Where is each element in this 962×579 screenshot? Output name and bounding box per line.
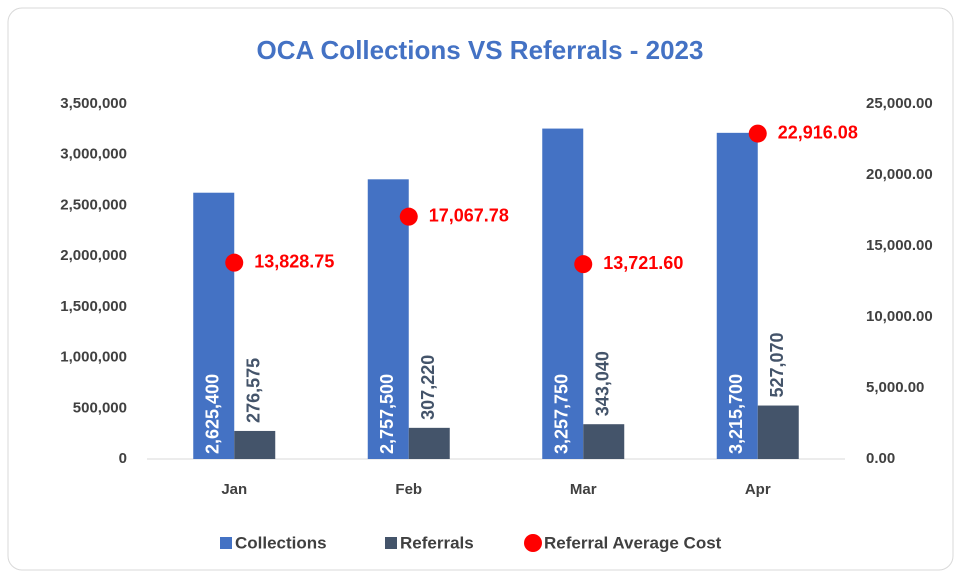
y-tick-label: 3,000,000 [60,146,127,163]
data-label: 17,067.78 [429,205,509,225]
bar [193,192,235,460]
legend-label: Referrals [400,533,474,552]
data-label: 22,916.08 [778,122,858,142]
y-tick-label: 1,500,000 [60,298,127,315]
y2-tick-label: 0.00 [866,450,895,467]
x-tick-label: Jan [221,481,247,498]
legend-marker [385,537,397,549]
data-label: 3,215,700 [726,374,746,454]
point [574,255,593,274]
point [225,253,244,272]
y2-tick-label: 5,000.00 [866,379,924,396]
bar [716,132,758,460]
data-label: 2,757,500 [377,374,397,454]
y-tick-label: 3,500,000 [60,95,127,112]
bar [234,430,276,459]
bar [408,427,450,459]
data-label: 343,040 [593,351,613,416]
data-label: 3,257,750 [552,374,572,454]
data-label: 527,070 [767,332,787,397]
data-label: 13,721.60 [603,253,683,273]
data-label: 2,625,400 [203,374,223,454]
y-tick-label: 1,000,000 [60,349,127,366]
bar [542,128,584,459]
bar [367,179,409,459]
y2-tick-label: 10,000.00 [866,308,933,325]
x-tick-label: Mar [570,481,597,498]
data-label: 13,828.75 [254,251,334,271]
y2-tick-label: 15,000.00 [866,237,933,254]
chart-frame [7,7,954,571]
point [748,124,767,143]
data-label: 276,575 [244,358,264,423]
legend-label: Collections [235,533,327,552]
y-tick-label: 0 [119,450,127,467]
legend-marker [220,537,232,549]
bar [757,405,799,459]
bar [583,424,625,459]
data-label: 307,220 [418,355,438,420]
y2-tick-label: 20,000.00 [866,166,933,183]
x-tick-label: Apr [745,481,771,498]
chart-title: OCA Collections VS Referrals - 2023 [257,35,704,65]
legend-marker [524,534,542,552]
y-tick-label: 500,000 [73,399,127,416]
point [399,207,418,226]
y-tick-label: 2,000,000 [60,247,127,264]
y2-tick-label: 25,000.00 [866,95,933,112]
x-tick-label: Feb [395,481,422,498]
legend-label: Referral Average Cost [544,533,722,552]
y-tick-label: 2,500,000 [60,196,127,213]
